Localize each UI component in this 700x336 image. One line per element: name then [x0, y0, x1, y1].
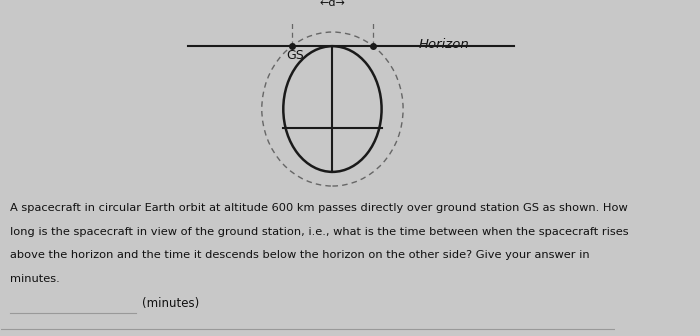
Text: A spacecraft in circular Earth orbit at altitude 600 km passes directly over gro: A spacecraft in circular Earth orbit at … — [10, 203, 628, 213]
Text: long is the spacecraft in view of the ground station, i.e., what is the time bet: long is the spacecraft in view of the gr… — [10, 227, 629, 237]
Text: minutes.: minutes. — [10, 274, 60, 284]
Text: (minutes): (minutes) — [142, 297, 200, 310]
Text: GS: GS — [286, 49, 304, 62]
Text: above the horizon and the time it descends below the horizon on the other side? : above the horizon and the time it descen… — [10, 250, 589, 260]
Text: ←d→: ←d→ — [319, 0, 345, 8]
Text: Horizon: Horizon — [419, 38, 469, 51]
